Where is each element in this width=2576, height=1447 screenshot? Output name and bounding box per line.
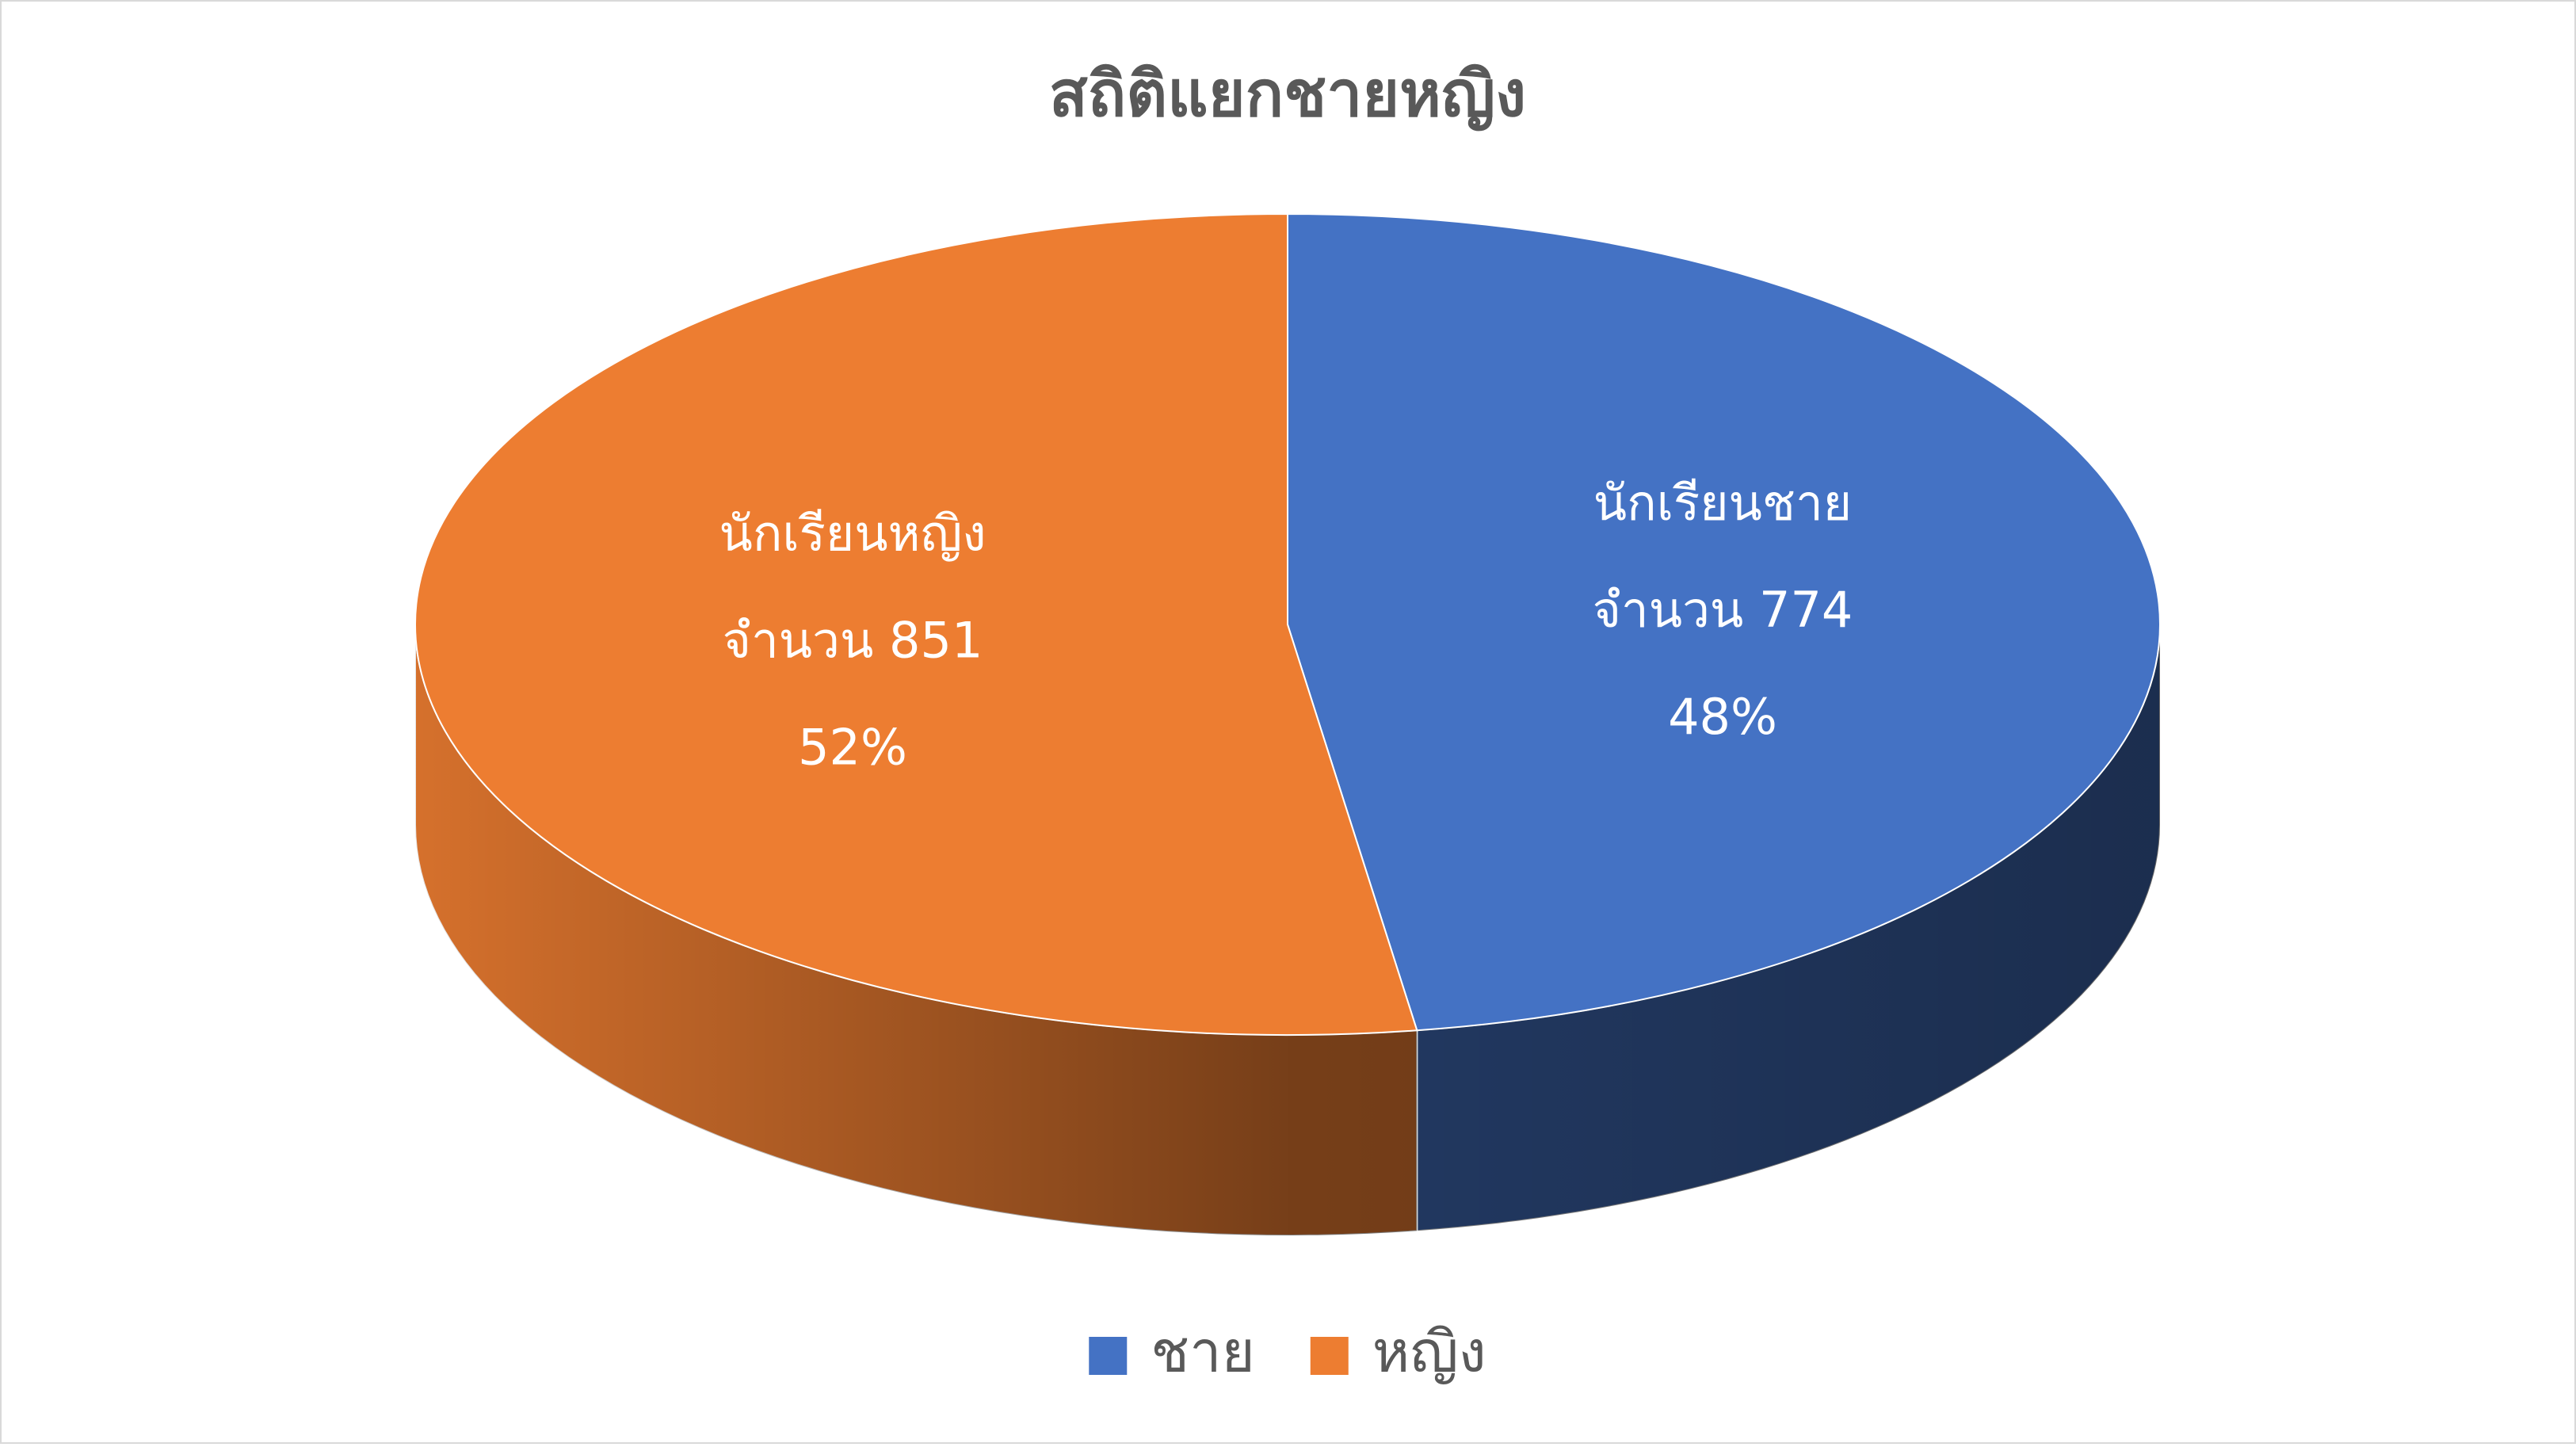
side-shade: [1417, 624, 2160, 1231]
legend-label: หญิง: [1372, 1319, 1486, 1385]
data-label-percent: 48%: [1668, 688, 1777, 746]
data-label-percent: 52%: [798, 718, 907, 776]
slice: [1287, 212, 2161, 1032]
legend-swatch: [1089, 1337, 1128, 1375]
slice: [414, 212, 1418, 1036]
data-label-name: นักเรียนชาย: [1593, 474, 1852, 532]
legend-swatch: [1310, 1337, 1349, 1375]
data-label-name: นักเรียนหญิง: [719, 504, 986, 562]
data-label-value: จำนวน 774: [1593, 581, 1853, 639]
data-label-value: จำนวน 851: [723, 611, 983, 669]
chart-title: สถิติแยกชายหญิง: [1049, 57, 1526, 131]
legend-label: ชาย: [1151, 1319, 1254, 1385]
side-shade: [415, 624, 1418, 1235]
